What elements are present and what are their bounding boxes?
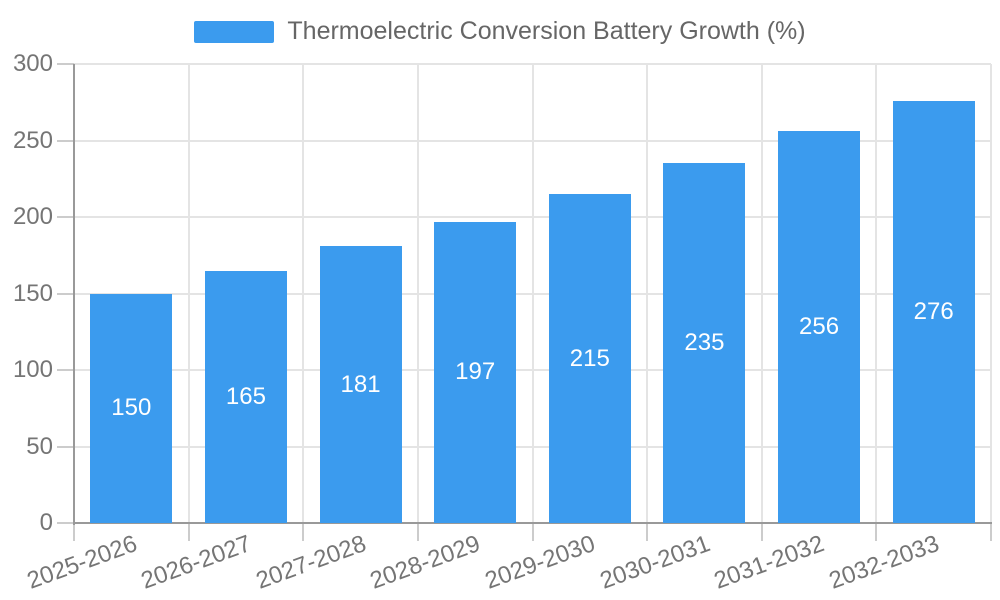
bar-value-label: 215 <box>569 344 610 372</box>
bar[interactable] <box>90 293 173 523</box>
bar[interactable] <box>892 100 975 523</box>
y-axis-label: 100 <box>12 356 53 383</box>
x-axis-line <box>73 522 992 524</box>
x-axis-label: 2031-2032 <box>710 530 828 595</box>
gridline-vertical <box>187 64 190 523</box>
y-axis-tick <box>57 292 74 295</box>
legend-label[interactable]: Thermoelectric Conversion Battery Growth… <box>287 17 806 45</box>
bar[interactable] <box>319 246 402 523</box>
x-axis-tick <box>646 523 649 541</box>
gridline-vertical <box>875 64 878 523</box>
y-axis-label: 50 <box>26 432 53 460</box>
x-axis-label: 2025-2026 <box>23 530 141 595</box>
y-axis-label: 0 <box>39 509 53 536</box>
y-axis-tick <box>57 445 74 448</box>
x-axis-label: 2032-2033 <box>825 530 943 595</box>
x-axis-label: 2030-2031 <box>596 530 714 595</box>
x-axis-tick <box>302 523 305 541</box>
y-axis-label: 200 <box>12 203 53 230</box>
gridline-vertical <box>302 64 305 523</box>
legend-swatch[interactable] <box>194 20 275 43</box>
legend[interactable]: Thermoelectric Conversion Battery Growth… <box>0 17 1000 46</box>
bar-value-label: 276 <box>913 297 954 325</box>
y-axis-tick <box>57 522 74 524</box>
x-axis-tick <box>760 523 763 541</box>
bar-value-label: 150 <box>111 394 152 422</box>
x-axis-tick <box>416 523 419 541</box>
y-axis-tick <box>57 216 74 218</box>
bar-value-label: 197 <box>455 358 496 386</box>
x-axis-label: 2029-2030 <box>481 530 599 595</box>
x-axis-label: 2027-2028 <box>252 530 370 595</box>
gridline-vertical <box>646 64 649 523</box>
x-axis-tick <box>990 523 992 541</box>
bar-value-label: 235 <box>684 329 725 357</box>
gridline-vertical <box>531 64 534 523</box>
bar[interactable] <box>548 194 631 523</box>
gridline-vertical <box>990 64 992 523</box>
bar-value-label: 181 <box>340 370 381 398</box>
bar[interactable] <box>204 270 287 523</box>
y-axis-label: 300 <box>12 50 53 77</box>
gridline-vertical <box>416 64 419 523</box>
y-axis-label: 250 <box>12 126 53 154</box>
x-axis-tick <box>187 523 190 541</box>
bar[interactable] <box>663 163 746 523</box>
y-axis-line <box>73 64 75 525</box>
y-axis-label: 150 <box>12 279 53 307</box>
bar[interactable] <box>434 221 517 523</box>
x-axis-tick <box>73 523 75 541</box>
bar-value-label: 165 <box>225 382 266 410</box>
gridline-vertical <box>760 64 763 523</box>
bar-value-label: 256 <box>799 313 840 341</box>
y-axis-tick <box>57 369 74 371</box>
x-axis-tick <box>531 523 534 541</box>
y-axis-tick <box>57 63 74 65</box>
x-axis-tick <box>875 523 878 541</box>
bar[interactable] <box>778 131 861 523</box>
x-axis-label: 2026-2027 <box>137 530 255 595</box>
y-axis-tick <box>57 139 74 142</box>
x-axis-label: 2028-2029 <box>366 530 485 595</box>
